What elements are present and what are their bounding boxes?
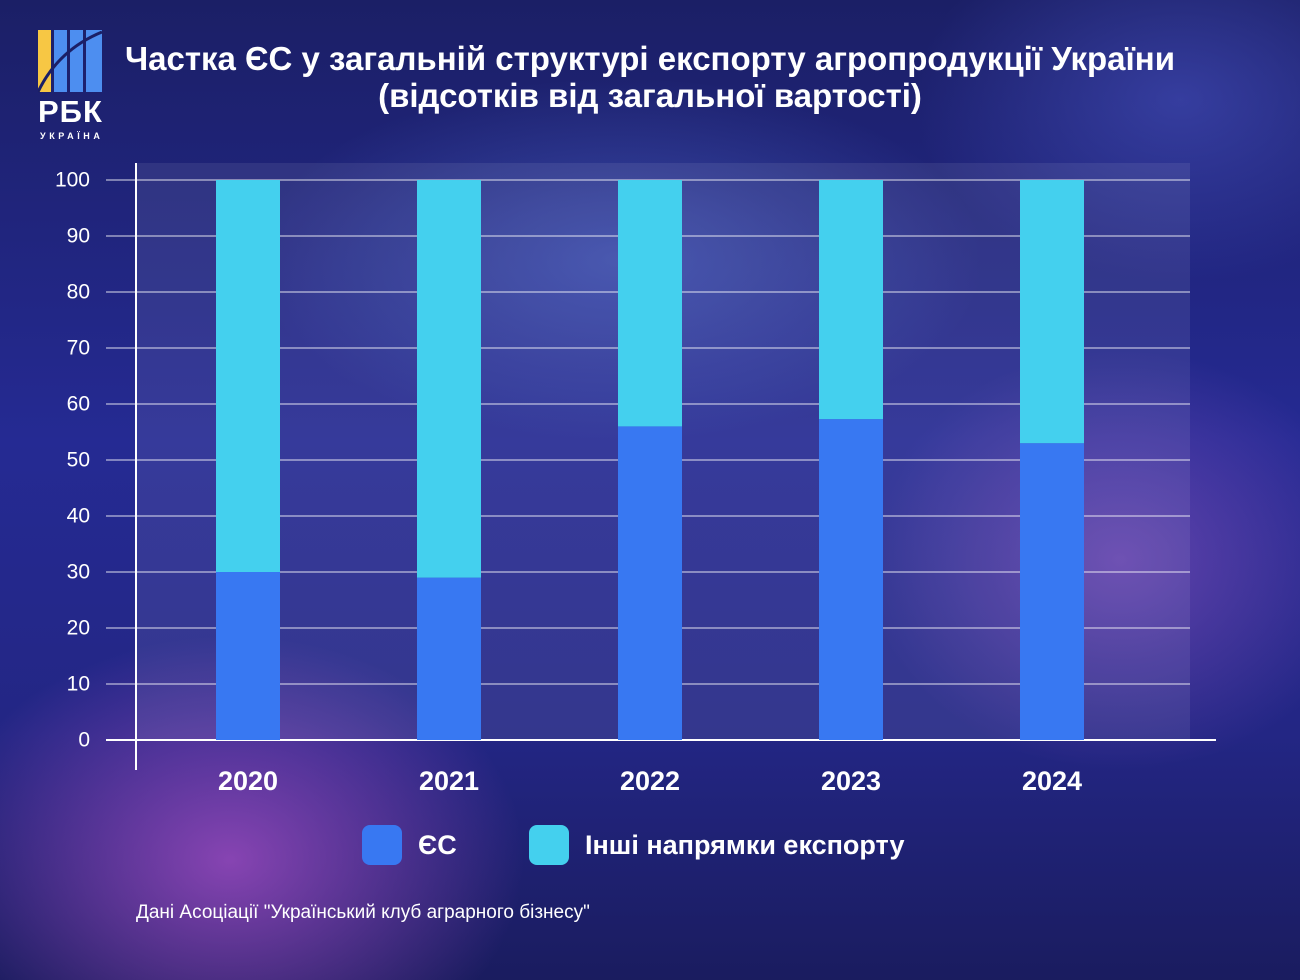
x-tick-label: 2024: [1022, 766, 1082, 796]
y-tick-label: 70: [67, 337, 90, 360]
y-tick-label: 100: [55, 169, 90, 192]
legend-swatch-eu: [362, 825, 402, 865]
y-tick-label: 20: [67, 617, 90, 640]
y-tick-label: 30: [67, 561, 90, 584]
bar-eu-2020: [216, 572, 280, 740]
legend-item-other: Інші напрямки експорту: [529, 824, 904, 866]
y-tick-label: 50: [67, 449, 90, 472]
bar-eu-2023: [819, 419, 883, 740]
logo-text: РБК: [38, 94, 103, 129]
bar-eu-2022: [618, 426, 682, 740]
x-tick-label: 2020: [218, 766, 278, 796]
bar-other-2024: [1020, 180, 1084, 444]
bar-eu-2021: [417, 577, 481, 740]
legend-swatch-other: [529, 825, 569, 865]
x-tick-label: 2022: [620, 766, 680, 796]
chart-title: Частка ЄС у загальній структурі експорту…: [124, 40, 1176, 114]
rbc-logo: [38, 30, 103, 93]
bar-other-2022: [618, 180, 682, 427]
legend-label-other: Інші напрямки експорту: [585, 829, 905, 860]
x-tick-label: 2021: [419, 766, 479, 796]
y-tick-label: 0: [78, 729, 90, 752]
y-tick-label: 40: [67, 505, 90, 528]
bar-other-2023: [819, 180, 883, 420]
bar-other-2021: [417, 180, 481, 578]
y-tick-label: 90: [67, 225, 90, 248]
logo-subtext: УКРАЇНА: [40, 131, 104, 141]
source-note: Дані Асоціації "Український клуб аграрно…: [136, 902, 590, 923]
y-tick-label: 80: [67, 281, 90, 304]
bar-eu-2024: [1020, 443, 1084, 740]
legend-label-eu: ЄС: [418, 829, 457, 860]
legend-item-eu: ЄС: [362, 824, 457, 866]
x-tick-label: 2023: [821, 766, 881, 796]
y-tick-label: 10: [67, 673, 90, 696]
bar-other-2020: [216, 180, 280, 572]
y-tick-label: 60: [67, 393, 90, 416]
